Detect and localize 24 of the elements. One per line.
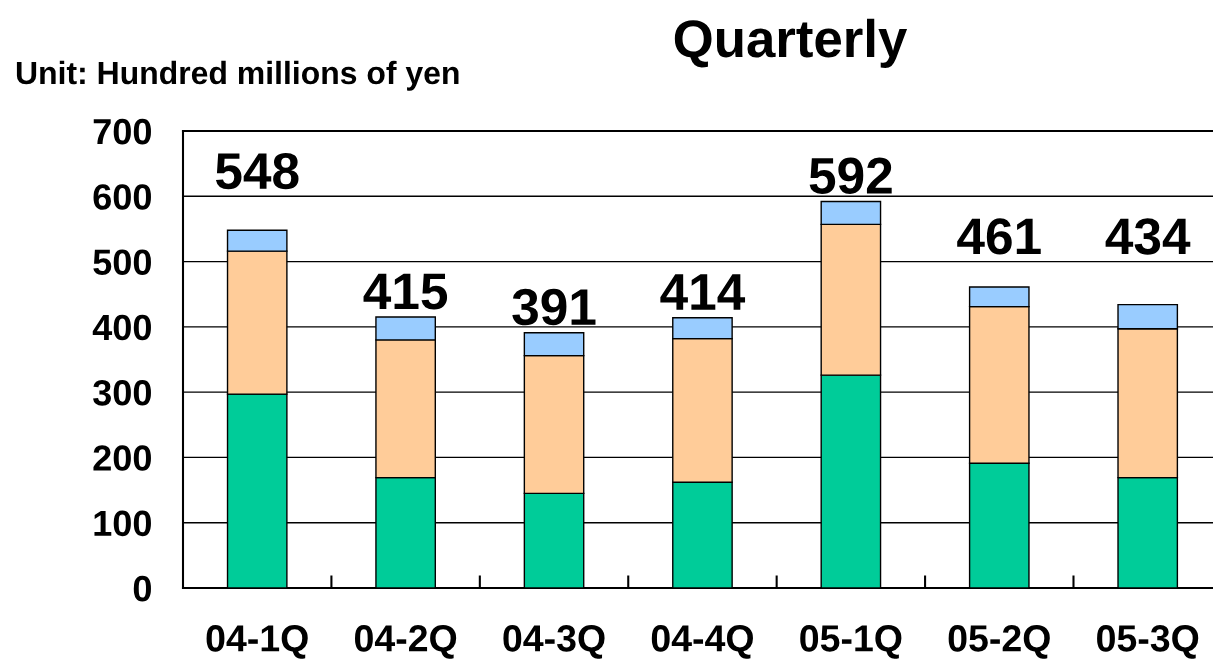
chart-title: Quarterly bbox=[674, 18, 908, 68]
y-tick-label: 600 bbox=[93, 184, 151, 210]
y-tick-label: 200 bbox=[93, 445, 151, 471]
y-tick-label: 100 bbox=[94, 510, 151, 537]
total-label: 434 bbox=[1105, 218, 1191, 255]
total-label: 461 bbox=[957, 218, 1041, 255]
x-tick-label: 04-3Q bbox=[503, 625, 605, 659]
x-tick-label: 04-2Q bbox=[355, 625, 457, 659]
total-label: 414 bbox=[660, 274, 746, 310]
y-tick-label: 0 bbox=[133, 575, 151, 602]
x-tick-label: 05-3Q bbox=[1097, 625, 1199, 659]
y-tick-label: 500 bbox=[93, 249, 151, 276]
x-tick-label: 05-2Q bbox=[948, 625, 1050, 659]
y-tick-label: 700 bbox=[93, 118, 151, 145]
total-label: 391 bbox=[512, 288, 596, 326]
y-tick-label: 300 bbox=[93, 380, 151, 406]
y-tick-label: 400 bbox=[92, 314, 151, 341]
y-axis-title: Unit: Hundred millions of yen bbox=[16, 60, 459, 91]
total-label: 415 bbox=[363, 273, 448, 310]
x-tick-label: 05-1Q bbox=[800, 625, 902, 659]
total-label: 592 bbox=[809, 157, 892, 195]
x-tick-label: 04-1Q bbox=[206, 625, 308, 659]
x-tick-label: 04-4Q bbox=[651, 625, 753, 659]
total-label: 548 bbox=[215, 152, 299, 190]
